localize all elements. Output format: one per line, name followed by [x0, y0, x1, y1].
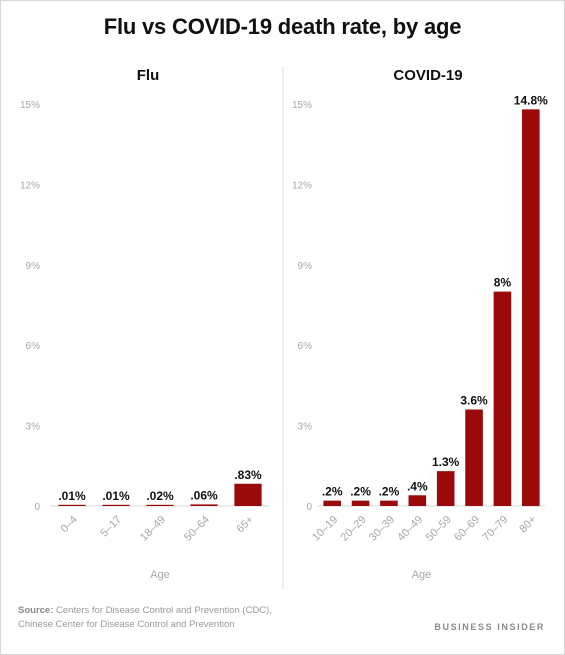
flu-x-axis-label: Age — [150, 569, 170, 581]
covid-panel: COVID-19 0 3% 6% 9% 12% 15% .2% 10–19 .2% 20–29 .2%… — [292, 67, 548, 581]
covid-bar — [522, 109, 540, 507]
flu-data-label: .01% — [102, 489, 130, 503]
flu-panel-title: Flu — [137, 67, 160, 84]
covid-x-axis-label: Age — [412, 569, 432, 581]
covid-data-label: .4% — [407, 479, 428, 493]
flu-data-label: .06% — [190, 488, 218, 502]
covid-x-tick-label: 10–19 — [310, 514, 340, 544]
covid-y-tick-label: 9% — [298, 261, 313, 272]
covid-data-label: .2% — [322, 485, 343, 499]
flu-y-tick-label: 12% — [20, 180, 40, 191]
source-line-1: Centers for Disease Control and Preventi… — [53, 605, 272, 616]
covid-x-tick-label: 50–59 — [424, 514, 454, 544]
source-label: Source: — [18, 605, 54, 616]
covid-data-label: 14.8% — [514, 93, 548, 107]
covid-x-tick-label: 70–79 — [480, 514, 510, 544]
flu-x-tick-label: 18–49 — [138, 514, 168, 544]
covid-y-tick-label: 0 — [306, 502, 312, 513]
flu-data-label: .83% — [234, 468, 262, 482]
covid-data-label: 8% — [494, 276, 512, 290]
source-line-2: Chinese Center for Disease Control and P… — [18, 619, 235, 630]
covid-panel-title: COVID-19 — [393, 67, 462, 84]
flu-y-tick-label: 3% — [26, 422, 41, 433]
covid-bar — [380, 500, 398, 506]
flu-bar — [146, 504, 174, 506]
covid-x-tick-label: 80+ — [517, 514, 539, 536]
covid-data-label: 3.6% — [460, 394, 488, 408]
covid-bar — [323, 500, 341, 506]
covid-x-tick-label: 20–29 — [339, 514, 369, 544]
flu-bar — [102, 504, 130, 506]
covid-y-tick-label: 6% — [298, 341, 313, 352]
flu-y-tick-label: 15% — [20, 100, 40, 111]
flu-data-label: .01% — [58, 489, 86, 503]
flu-bar — [58, 504, 86, 506]
flu-data-label: .02% — [146, 489, 174, 503]
flu-bar — [234, 483, 262, 506]
covid-data-label: .2% — [379, 485, 400, 499]
flu-bar — [190, 504, 218, 506]
covid-bar — [465, 409, 483, 506]
flu-y-tick-label: 6% — [26, 341, 41, 352]
brand-logo: BUSINESS INSIDER — [434, 622, 545, 632]
flu-panel: Flu 0 3% 6% 9% 12% 15% .01% 0–4 .01% 5–17 .02% 18–49… — [20, 67, 270, 581]
covid-y-tick-label: 3% — [298, 422, 313, 433]
flu-x-tick-label: 50–64 — [182, 514, 212, 544]
flu-x-tick-label: 65+ — [234, 514, 256, 536]
covid-x-tick-label: 60–69 — [452, 514, 482, 544]
covid-data-label: 1.3% — [432, 455, 460, 469]
flu-x-tick-label: 5–17 — [98, 514, 124, 540]
covid-bar — [408, 495, 427, 506]
covid-x-tick-label: 40–49 — [395, 514, 425, 544]
covid-y-tick-label: 15% — [292, 100, 312, 111]
covid-bar — [493, 291, 512, 506]
covid-bar — [436, 471, 455, 506]
flu-y-tick-label: 0 — [34, 502, 40, 513]
flu-x-tick-label: 0–4 — [59, 514, 80, 535]
covid-bar — [351, 500, 370, 506]
covid-y-tick-label: 12% — [292, 180, 312, 191]
covid-x-tick-label: 30–39 — [367, 514, 397, 544]
chart-title: Flu vs COVID-19 death rate, by age — [103, 14, 462, 39]
flu-y-tick-label: 9% — [26, 261, 41, 272]
covid-data-label: .2% — [350, 485, 371, 499]
source-note: Source: Centers for Disease Control and … — [18, 604, 272, 632]
